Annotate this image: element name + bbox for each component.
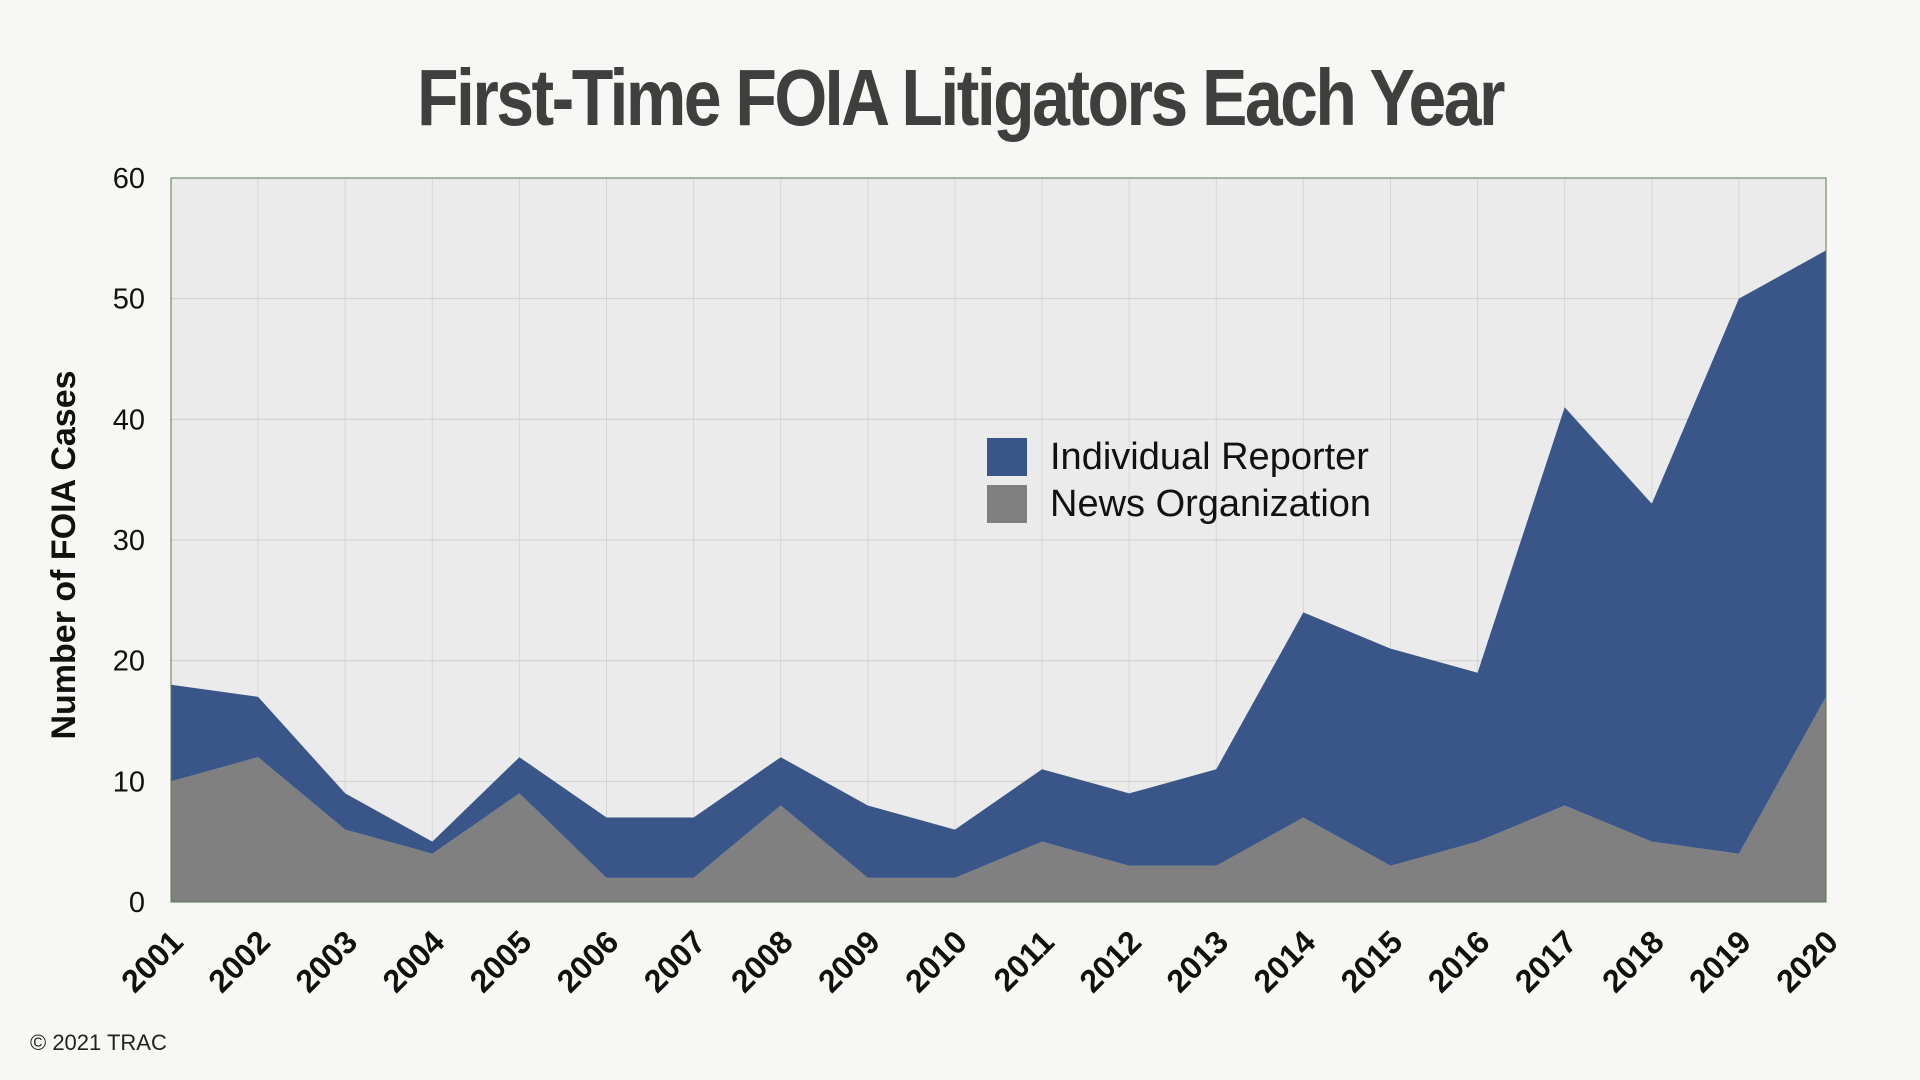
y-tick-label: 60 [113, 163, 145, 195]
area-individual-reporter [171, 250, 1826, 878]
x-tick-label: 2019 [1682, 923, 1758, 999]
x-tick-label: 2020 [1769, 923, 1845, 999]
x-tick-label: 2009 [811, 923, 887, 999]
legend-label: Individual Reporter [1050, 436, 1369, 478]
x-tick-label: 2014 [1247, 923, 1323, 999]
legend-swatch [987, 485, 1027, 523]
y-tick-label: 40 [113, 404, 145, 436]
x-tick-label: 2011 [986, 923, 1061, 998]
legend: Individual Reporter News Organization [987, 436, 1371, 525]
legend-swatch [987, 438, 1027, 476]
x-tick-label: 2012 [1072, 923, 1148, 999]
legend-label: News Organization [1050, 483, 1371, 525]
y-tick-label: 10 [113, 766, 145, 798]
y-tick-label: 20 [113, 646, 145, 678]
plot-border [170, 177, 1827, 903]
y-tick-label: 30 [113, 525, 145, 557]
x-tick-label: 2005 [463, 923, 539, 999]
x-tick-label: 2015 [1334, 923, 1410, 999]
chart-title: First-Time FOIA Litigators Each Year [417, 53, 1506, 142]
x-tick-label: 2006 [550, 923, 626, 999]
copyright: © 2021 TRAC [30, 1030, 167, 1055]
x-tick-label: 2010 [898, 923, 974, 999]
x-tick-label: 2008 [724, 923, 800, 999]
x-tick-label: 2003 [288, 923, 364, 999]
x-tick-label: 2002 [201, 923, 277, 999]
x-tick-label: 2001 [114, 923, 190, 999]
x-tick-label: 2016 [1421, 923, 1497, 999]
y-tick-label: 50 [113, 284, 145, 316]
x-tick-label: 2004 [375, 923, 451, 999]
area-news-organization [171, 696, 1826, 902]
y-tick-label: 0 [129, 887, 145, 919]
x-tick-label: 2013 [1159, 923, 1235, 999]
x-tick-label: 2018 [1595, 923, 1671, 999]
x-tick-label: 2017 [1508, 923, 1584, 999]
x-tick-label: 2007 [637, 923, 713, 999]
y-axis-label: Number of FOIA Cases [45, 370, 83, 739]
